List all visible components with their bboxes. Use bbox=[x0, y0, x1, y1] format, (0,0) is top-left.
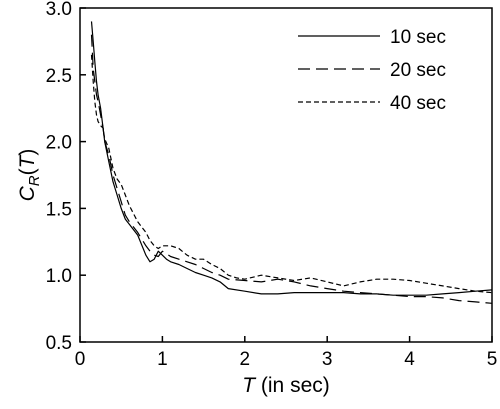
y-axis-title-argument: T bbox=[16, 153, 39, 168]
x-tick-label: 4 bbox=[404, 349, 415, 370]
y-tick-label: 1.5 bbox=[46, 199, 72, 220]
y-axis-title-close-paren: ) bbox=[16, 149, 39, 156]
x-tick-label: 1 bbox=[157, 349, 168, 370]
y-axis-title-symbol: C bbox=[16, 185, 39, 201]
x-axis-title: T (in sec) bbox=[242, 374, 330, 397]
legend-label: 10 sec bbox=[390, 27, 446, 48]
series-line-20-sec bbox=[90, 34, 493, 304]
y-tick-label: 2.5 bbox=[46, 66, 72, 87]
y-tick-label: 1.0 bbox=[46, 266, 72, 287]
x-axis-title-symbol: T bbox=[242, 374, 257, 397]
y-tick-label: 3.0 bbox=[46, 0, 72, 20]
legend-label: 40 sec bbox=[390, 93, 446, 114]
y-axis-title: CR(T) bbox=[16, 149, 43, 202]
y-tick-label: 2.0 bbox=[46, 133, 72, 154]
x-tick-label: 3 bbox=[322, 349, 333, 370]
series-line-40-sec bbox=[90, 54, 493, 294]
legend: 10 sec 20 sec 40 sec bbox=[298, 27, 446, 114]
y-axis: 0.5 1.0 1.5 2.0 2.5 3.0 bbox=[46, 0, 86, 354]
series-layer bbox=[90, 21, 493, 304]
y-axis-title-open-paren: ( bbox=[16, 168, 39, 175]
x-tick-label: 0 bbox=[75, 349, 86, 370]
legend-label: 20 sec bbox=[390, 60, 446, 81]
plot-area-frame bbox=[79, 7, 493, 343]
x-tick-label: 2 bbox=[240, 349, 251, 370]
x-axis-title-unit: (in sec) bbox=[255, 374, 330, 397]
y-axis-title-subscript: R bbox=[26, 175, 43, 186]
x-tick-label: 5 bbox=[487, 349, 498, 370]
y-tick-label: 0.5 bbox=[46, 333, 72, 354]
x-axis: 0 1 2 3 4 5 bbox=[75, 336, 498, 370]
